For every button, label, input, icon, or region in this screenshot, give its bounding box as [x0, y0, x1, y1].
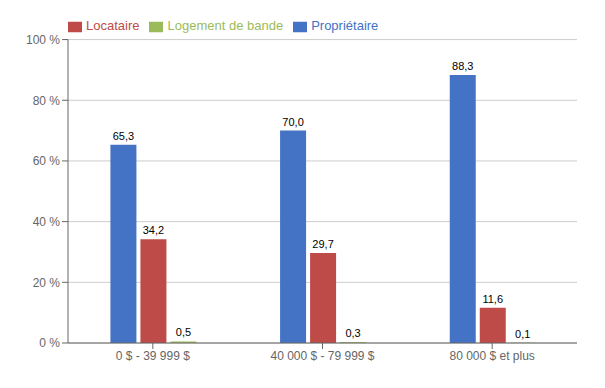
svg-text:60 %: 60 %	[33, 154, 61, 168]
html-text:Locataire: Locataire	[86, 18, 140, 33]
svg-text:11,6: 11,6	[482, 293, 503, 305]
svg-text:70,0: 70,0	[282, 116, 303, 128]
svg-text:0,1: 0,1	[515, 328, 530, 340]
svg-text:80 %: 80 %	[33, 94, 61, 108]
svg-text:20 %: 20 %	[33, 276, 61, 290]
svg-text:80 000 $ et plus: 80 000 $ et plus	[449, 349, 534, 363]
svg-text:100 %: 100 %	[26, 33, 60, 47]
svg-text:65,3: 65,3	[113, 130, 134, 142]
svg-text:29,7: 29,7	[312, 238, 333, 250]
svg-text:40 000 $ - 79 999 $: 40 000 $ - 79 999 $	[270, 349, 374, 363]
svg-text:0 $ - 39 999 $: 0 $ - 39 999 $	[116, 349, 190, 363]
svg-text:34,2: 34,2	[143, 224, 164, 236]
svg-text:0 %: 0 %	[39, 336, 60, 350]
html-text:Propriétaire: Propriétaire	[311, 18, 379, 33]
svg-text:88,3: 88,3	[452, 60, 473, 72]
svg-text:0,5: 0,5	[176, 326, 191, 338]
svg-text:40 %: 40 %	[33, 215, 61, 229]
html-text:Logement de bande: Logement de bande	[167, 18, 284, 33]
svg-text:0,3: 0,3	[345, 327, 360, 339]
